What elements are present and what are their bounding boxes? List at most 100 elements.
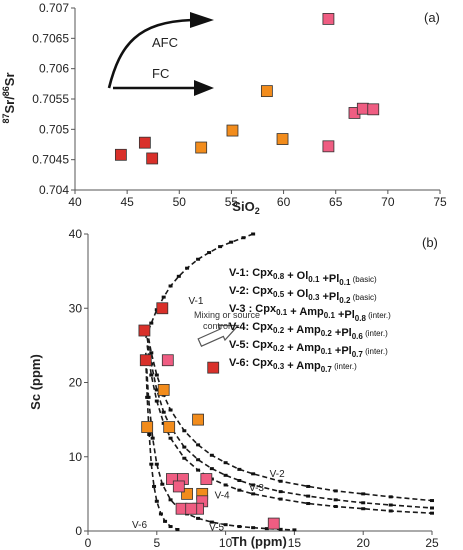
panel-b-xtick-label: 25 <box>425 536 439 550</box>
model-curve-tick <box>185 266 190 270</box>
fc-label: FC <box>152 66 169 81</box>
panel-b-point <box>185 502 198 515</box>
mixing-arrow <box>197 324 240 347</box>
model-curve-tick <box>218 245 223 249</box>
panel-a-xtick-label: 65 <box>329 195 343 209</box>
model-curve-tick <box>306 494 311 498</box>
model-curve-tick <box>237 488 242 492</box>
panel-a-ytick-label: 0.7055 <box>32 92 69 106</box>
mixing-label-line2: control <box>203 321 230 331</box>
panel-b-point <box>181 487 193 500</box>
legend-entry: V-1: Cpx0.8 + Ol0.1 +Pl0.1 (basic) <box>229 267 377 287</box>
afc-arrow <box>107 18 193 89</box>
panel-a-xtick-label: 50 <box>173 195 187 209</box>
panel-a-point <box>367 103 380 116</box>
panel-b-chart: (b) Th (ppm) Sc (ppm) 0 5 10 15 20 25 0 10 20 30 4… <box>28 227 439 550</box>
model-curve-tick <box>361 501 366 505</box>
panel-a-ytick-label: 0.7045 <box>32 153 69 167</box>
model-curve-tick <box>241 236 246 240</box>
legend-entry: V-6: Cpx0.3 + Amp0.7 (inter.) <box>229 357 357 374</box>
panel-a-ytick-label: 0.707 <box>39 1 69 15</box>
model-curve-tick <box>147 432 152 436</box>
panel-b-point <box>141 421 154 433</box>
panel-b-ylabel: Sc (ppm) <box>28 354 43 410</box>
panel-b-xtick-label: 5 <box>153 536 160 550</box>
model-curve-tick <box>430 506 434 510</box>
model-curve-tick <box>209 520 214 524</box>
model-curve-tick <box>158 512 163 516</box>
panel-a-xtick-label: 70 <box>381 195 395 209</box>
panel-b-point <box>161 354 174 367</box>
panel-b-point <box>192 413 204 426</box>
afc-arrowhead <box>190 12 214 28</box>
model-curve-tick <box>306 484 311 488</box>
panel-a-xlabel: SiO2 <box>232 199 259 216</box>
model-legend: V-1: Cpx0.8 + Ol0.1 +Pl0.1 (basic)V-2: C… <box>229 267 391 374</box>
model-curve-tick <box>251 232 256 236</box>
model-curve-tick <box>333 504 338 508</box>
model-curve-tick <box>149 462 154 466</box>
legend-entry: V-2: Cpx0.5 + Ol0.3 +Pl0.2 (basic) <box>229 285 377 305</box>
panel-a-point <box>322 13 335 25</box>
model-curve-tick <box>333 489 338 493</box>
model-curve-tick <box>361 492 366 496</box>
panel-a-point <box>322 140 335 153</box>
model-curve-tick <box>196 257 201 261</box>
panel-b-xlabel: Th (ppm) <box>231 534 287 549</box>
panel-a-point <box>226 124 239 137</box>
model-curve-tick <box>388 509 393 513</box>
curve-label: V-6 <box>132 520 147 531</box>
afc-label: AFC <box>152 35 178 50</box>
panel-a-point <box>138 136 151 149</box>
legend-entry: V-4: Cpx0.2 + Amp0.2 +Pl0.6 (inter.) <box>229 321 388 341</box>
model-curve-v-5 <box>145 352 295 531</box>
model-curve-tick <box>430 511 434 515</box>
panel-b-ytick-label: 40 <box>69 227 83 241</box>
model-curve-tick <box>168 436 173 440</box>
model-curve-tick <box>196 443 201 447</box>
panel-b-xtick-label: 10 <box>219 536 233 550</box>
panel-a-xtick-label: 45 <box>120 195 134 209</box>
model-curve-tick <box>154 399 159 403</box>
model-curve-tick <box>209 453 214 457</box>
panel-b-ytick-label: 20 <box>69 376 83 390</box>
panel-b-point <box>207 361 220 374</box>
model-curve-tick <box>223 483 228 487</box>
model-curve-tick <box>196 458 201 462</box>
model-curve-tick <box>196 468 201 472</box>
panel-a-ytick-label: 0.7065 <box>32 31 69 45</box>
model-curve-tick <box>223 523 228 527</box>
model-curve-tick <box>182 429 187 433</box>
panel-b-point <box>139 354 152 367</box>
model-curve-tick <box>168 498 173 502</box>
model-curve-tick <box>150 436 155 440</box>
model-curve-tick <box>168 284 173 288</box>
panel-b-point <box>138 324 151 337</box>
panel-a-ylabel: 87Sr/86Sr <box>1 72 17 123</box>
panel-a-xtick-label: 60 <box>277 195 291 209</box>
panel-a-ytick-label: 0.704 <box>39 183 69 197</box>
fc-arrowhead <box>194 80 214 96</box>
legend-entry: V-5: Cpx0.2 + Amp0.1 +Pl0.7 (inter.) <box>229 339 388 359</box>
panel-a-point <box>276 133 289 145</box>
curve-label: V-2 <box>270 469 285 480</box>
mixing-label-line1: Mixing or source <box>194 310 260 320</box>
curve-label: V-5 <box>209 522 224 533</box>
panel-a-label: (a) <box>424 10 440 25</box>
panel-a-xtick-label: 55 <box>225 195 239 209</box>
model-curve-tick <box>160 482 165 486</box>
model-curve-tick <box>251 492 256 496</box>
panel-a-xtick-label: 40 <box>68 195 82 209</box>
legend-entry: V-3 : Cpx0.1 + Amp0.1 +Pl0.8 (inter.) <box>229 303 391 323</box>
panel-b-xtick-label: 15 <box>288 536 302 550</box>
mixing-annotation: Mixing or source control <box>194 310 260 347</box>
model-curve-tick <box>149 373 154 377</box>
panel-b-xtick-label: 20 <box>357 536 371 550</box>
model-curve-tick <box>237 479 242 483</box>
process-arrows: AFC FC <box>107 12 214 96</box>
model-curve-tick <box>182 445 187 449</box>
model-curve-tick <box>154 373 159 377</box>
panel-a-ytick-label: 0.706 <box>39 62 69 76</box>
panel-b-point <box>267 517 280 530</box>
